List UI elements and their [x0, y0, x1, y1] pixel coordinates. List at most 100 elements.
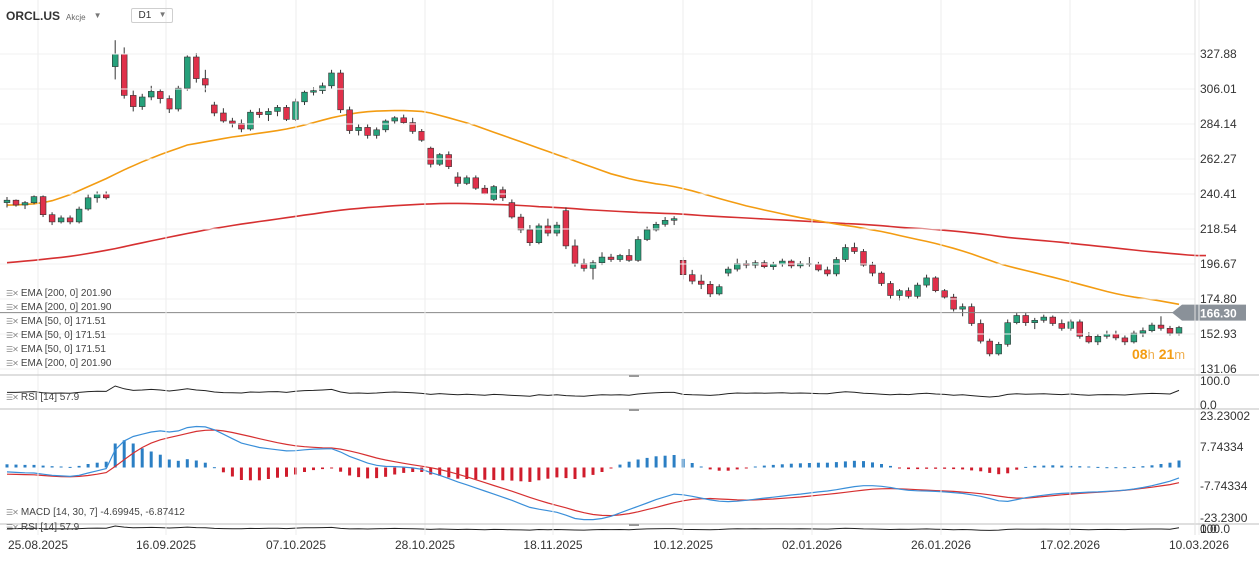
macd-histogram-bar — [880, 464, 883, 468]
candle-body — [508, 202, 516, 218]
candle-body — [364, 127, 371, 136]
rsi-line — [7, 385, 1180, 398]
macd-histogram-bar — [248, 467, 252, 481]
menu-icon[interactable]: ☰✕ — [6, 523, 19, 532]
candle — [1067, 319, 1075, 331]
candle-body — [968, 306, 975, 324]
candle-body — [697, 280, 705, 285]
macd-histogram-bar — [1024, 466, 1028, 468]
macd-histogram-bar — [402, 467, 406, 473]
candle-body — [202, 78, 209, 86]
candle — [598, 252, 606, 266]
candle — [1094, 333, 1102, 346]
indicator-legend-item[interactable]: ☰✕ EMA [200, 0] 201.90 — [6, 358, 112, 369]
macd-histogram-bar — [375, 467, 379, 479]
candle — [93, 191, 101, 203]
header: ORCL.US Akcje ▼ D1 ▼ — [6, 8, 174, 23]
candle-body — [220, 112, 227, 122]
candle — [121, 47, 128, 99]
rsi-legend[interactable]: ☰✕ RSI [14] 57.9 — [6, 392, 79, 403]
macd-histogram-bar — [483, 467, 487, 480]
candle — [66, 215, 74, 225]
candle-body — [995, 343, 1002, 355]
macd-histogram-bar — [221, 467, 225, 473]
menu-icon[interactable]: ☰✕ — [6, 317, 19, 326]
menu-icon[interactable]: ☰✕ — [6, 508, 19, 517]
date-tick-label: 25.08.2025 — [8, 538, 68, 552]
candle — [84, 194, 92, 211]
macd-histogram-bar — [825, 462, 829, 468]
indicator-legend-item[interactable]: ☰✕ EMA [50, 0] 171.51 — [6, 344, 106, 355]
macd-histogram-bar — [708, 467, 712, 470]
macd-histogram-bar — [1168, 462, 1172, 468]
macd-histogram-bar — [447, 467, 451, 478]
candle-body — [21, 202, 29, 206]
candle — [688, 269, 696, 285]
symbol-label[interactable]: ORCL.US — [6, 8, 60, 23]
candle-body — [1049, 316, 1057, 324]
macd-histogram-bar — [546, 467, 550, 479]
candle-body — [328, 72, 335, 87]
candle-body — [1031, 319, 1038, 323]
candle — [842, 244, 849, 262]
macd-histogram-bar — [1159, 464, 1163, 468]
countdown-minutes: 21 — [1158, 346, 1175, 362]
timeframe-select[interactable]: D1 ▼ — [131, 8, 174, 23]
candle — [445, 151, 452, 170]
candle — [265, 108, 272, 122]
candle — [833, 257, 840, 277]
candle — [652, 221, 660, 232]
macd-histogram-bar — [474, 467, 478, 480]
indicator-legend-item[interactable]: ☰✕ EMA [50, 0] 171.51 — [6, 316, 106, 327]
candle-body — [238, 123, 245, 130]
macd-histogram-bar — [1096, 466, 1100, 468]
menu-icon[interactable]: ☰✕ — [6, 393, 19, 402]
indicator-legend-item[interactable]: ☰✕ EMA [50, 0] 171.51 — [6, 330, 106, 341]
candle-body — [598, 256, 606, 264]
indicator-legend-item[interactable]: ☰✕ EMA [200, 0] 201.90 — [6, 288, 112, 299]
macd-histogram-bar — [357, 467, 361, 478]
macd-histogram-bar — [663, 455, 667, 468]
macd-histogram-bar — [348, 467, 352, 476]
price-tick-label: 327.88 — [1200, 47, 1237, 61]
macd-histogram-bar — [690, 463, 694, 468]
macd-histogram-bar — [672, 455, 676, 468]
candle-body — [977, 323, 984, 342]
menu-icon[interactable]: ☰✕ — [6, 303, 19, 312]
menu-icon[interactable]: ☰✕ — [6, 345, 19, 354]
candle-body — [1166, 327, 1174, 334]
macd-line — [6, 425, 1180, 521]
menu-icon[interactable]: ☰✕ — [6, 359, 19, 368]
candle-body — [869, 264, 876, 274]
candle — [580, 258, 588, 272]
candle — [508, 199, 516, 219]
macd-histogram-bar — [149, 451, 153, 468]
macd-histogram-bar — [816, 462, 820, 468]
candle — [824, 266, 831, 277]
menu-icon[interactable]: ☰✕ — [6, 331, 19, 340]
chevron-down-icon[interactable]: ▼ — [93, 11, 102, 20]
candle — [887, 281, 894, 299]
indicator-legend-item[interactable]: ☰✕ EMA [200, 0] 201.90 — [6, 302, 112, 313]
candle — [517, 213, 525, 234]
macd-histogram-bar — [330, 467, 334, 469]
candle-body — [761, 262, 768, 268]
macd-histogram-bar — [1132, 466, 1136, 468]
macd-legend[interactable]: ☰✕ MACD [14, 30, 7] -4.69945, -6.87412 — [6, 507, 185, 518]
macd-histogram-bar — [339, 467, 343, 472]
candle — [454, 172, 461, 187]
menu-icon[interactable]: ☰✕ — [6, 289, 19, 298]
candle-body — [842, 247, 849, 260]
candle — [364, 124, 371, 139]
rsi-legend-bottom[interactable]: ☰✕ RSI [14] 57.9 — [6, 522, 79, 533]
macd-histogram-bar — [510, 467, 514, 481]
macd-histogram-bar — [1006, 467, 1010, 474]
countdown-hour-unit: h — [1147, 347, 1155, 362]
macd-histogram-bar — [807, 463, 811, 468]
price-panel: 166.30 — [0, 40, 1246, 357]
candle — [544, 218, 552, 237]
macd-histogram-bar — [41, 465, 45, 468]
candle — [815, 261, 822, 272]
macd-histogram-bar — [212, 467, 216, 469]
